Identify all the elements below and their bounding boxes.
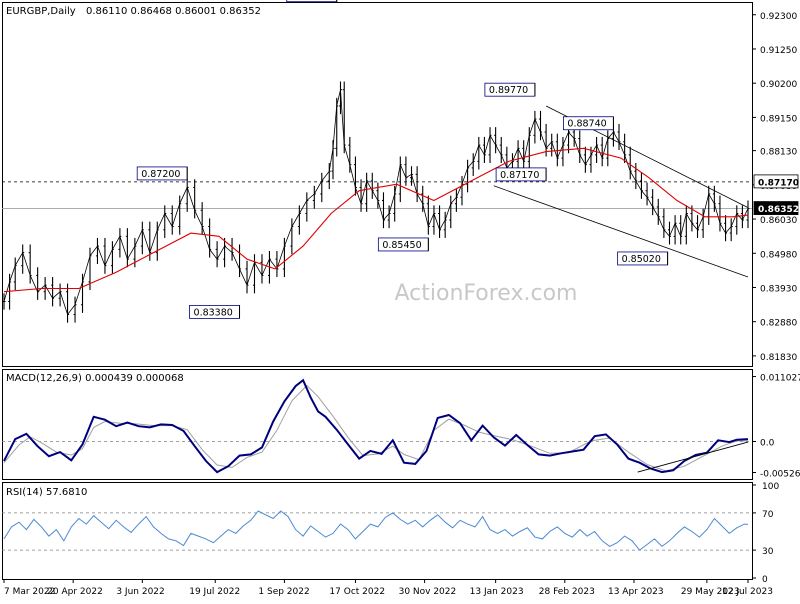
price-annotation-label: 0.88740 (567, 119, 606, 130)
price-annotation-label: 0.85020 (622, 254, 661, 265)
date-tick-label: 1 Sep 2022 (258, 587, 309, 597)
date-tick-label: 13 Jan 2023 (470, 587, 524, 597)
macd-line (3, 378, 749, 474)
date-tick-label: 12 Jul 2023 (722, 587, 773, 597)
rsi-tick-label: 100 (762, 482, 779, 492)
price-tick-label: 0.81830 (760, 353, 797, 363)
date-tick-label: 30 Nov 2022 (399, 587, 457, 597)
ohlc-label: 0.86110 0.86468 0.86001 0.86352 (86, 6, 261, 17)
rsi-tick-label: 70 (762, 510, 774, 520)
current-price-label-box (753, 201, 799, 215)
rsi-tick-label: 30 (762, 547, 774, 557)
price-tick-label: 0.89150 (760, 114, 797, 124)
watermark: ActionForex.com (395, 281, 578, 306)
price-annotation-box (286, 0, 338, 3)
current-price-label: 0.86352 (758, 205, 799, 215)
price-tick-label: 0.91250 (760, 46, 797, 56)
price-line (3, 89, 749, 316)
price-annotation-label: 0.83380 (194, 307, 233, 318)
macd-tick-label: 0.0 (760, 438, 775, 448)
price-tick-label: 0.84980 (760, 250, 797, 260)
macd-panel (2, 369, 753, 480)
price-annotation-label: 0.92670 (291, 0, 330, 2)
date-tick-label: 3 Jun 2022 (116, 587, 164, 597)
rsi-label: RSI(14) 57.6810 (6, 487, 87, 498)
macd-trendline (637, 441, 749, 473)
date-tick-label: 13 Apr 2023 (608, 587, 664, 597)
date-tick-label: 29 May 2023 (681, 587, 740, 597)
macd-tick-label: -0.005267 (760, 470, 800, 480)
rsi-tick-label: 0 (762, 575, 768, 585)
macd-label: MACD(12,26,9) 0.000439 0.000068 (6, 373, 184, 384)
symbol-label: EURGBP,Daily (6, 6, 76, 17)
date-tick-label: 19 Jul 2022 (189, 587, 240, 597)
date-tick-label: 17 Oct 2022 (329, 587, 385, 597)
price-tick-label: 0.88130 (760, 148, 797, 158)
level-price-label-box (753, 174, 799, 189)
price-annotation-label: 0.89770 (489, 85, 528, 96)
channel-lower-line (493, 185, 749, 278)
date-tick-label: 20 Apr 2022 (47, 587, 103, 597)
macd-tick-label: 0.011027 (760, 374, 800, 384)
price-annotation-label: 0.87200 (141, 169, 180, 180)
price-annotation-label: 0.85450 (382, 240, 421, 251)
price-tick-label: 0.90200 (760, 80, 797, 90)
date-tick-label: 7 Mar 2022 (4, 587, 55, 597)
price-tick-label: 0.83930 (760, 284, 797, 294)
price-tick-label: 0.92300 (760, 12, 797, 22)
price-tick-label: 0.86030 (760, 216, 797, 226)
moving-average-line (3, 147, 749, 293)
rsi-line (3, 510, 749, 551)
date-tick-label: 28 Feb 2023 (539, 587, 595, 597)
rsi-panel (2, 482, 753, 580)
price-tick-label: 0.82880 (760, 319, 797, 329)
price-annotation-label: 0.87170 (500, 170, 539, 181)
level-price-label: 0.87170 (758, 178, 799, 188)
